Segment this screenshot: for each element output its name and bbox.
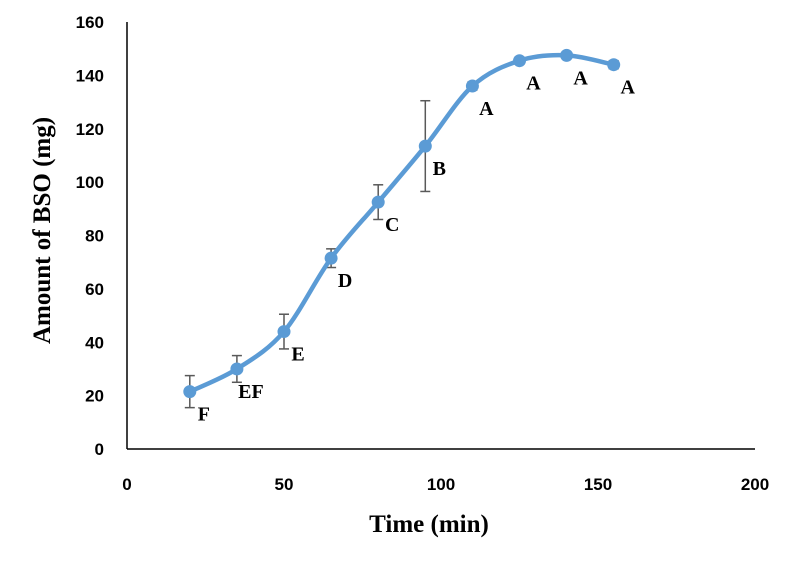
data-point: [371, 195, 385, 209]
data-point: [513, 54, 526, 68]
x-tick-label: 100: [427, 475, 455, 494]
data-point: [230, 362, 244, 376]
data-label: C: [385, 214, 399, 236]
y-tick-label: 120: [76, 120, 104, 139]
data-point: [324, 251, 338, 265]
data-label: A: [526, 73, 541, 95]
data-label: F: [198, 404, 210, 426]
data-label: A: [479, 98, 494, 120]
data-point: [277, 325, 291, 339]
y-tick-label: 0: [95, 440, 104, 459]
error-bars: [184, 53, 619, 409]
x-tick-label: 200: [741, 475, 769, 494]
x-tick-label: 50: [275, 475, 294, 494]
data-point: [560, 48, 574, 62]
y-tick-labels: 0 20 40 60 80 100 120 140 160: [76, 13, 104, 459]
x-tick-label: 150: [584, 475, 612, 494]
series-line: [187, 52, 616, 394]
data-point: [183, 385, 197, 399]
data-point: [465, 79, 479, 93]
y-axis-title: Amount of BSO (mg): [29, 117, 56, 344]
y-tick-label: 140: [76, 66, 104, 85]
x-tick-labels: 0 50 100 150 200: [122, 475, 769, 494]
axes: [126, 22, 755, 450]
y-tick-label: 40: [85, 333, 104, 352]
y-tick-label: 60: [85, 280, 104, 299]
data-point: [607, 58, 621, 72]
data-points: [183, 48, 621, 399]
y-tick-label: 100: [76, 173, 104, 192]
y-tick-label: 20: [85, 387, 104, 406]
x-axis-title: Time (min): [369, 511, 489, 538]
y-tick-label: 80: [85, 227, 104, 246]
data-label: B: [433, 158, 446, 180]
x-tick-label: 0: [122, 475, 131, 494]
data-label: A: [573, 67, 588, 89]
data-label: D: [338, 270, 352, 292]
data-label: EF: [238, 381, 264, 403]
y-tick-label: 160: [76, 13, 104, 32]
data-labels: F EF E D C B A A A A: [198, 67, 636, 425]
data-point: [418, 139, 432, 153]
data-label: A: [620, 77, 635, 99]
data-label: E: [291, 344, 304, 366]
